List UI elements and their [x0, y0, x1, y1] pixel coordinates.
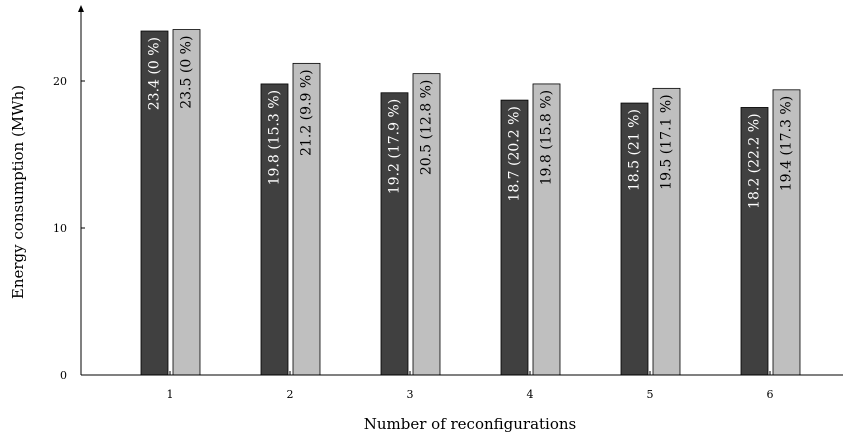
- bar-value-label-series2-cat3: 20.5 (12.8 %): [419, 80, 435, 175]
- bar-series1-cat2: [260, 83, 289, 376]
- x-tick-label: 2: [287, 388, 294, 401]
- bar-value-label-series2-cat1: 23.5 (0 %): [179, 36, 195, 109]
- x-axis-label: Number of reconfigurations: [364, 415, 577, 433]
- bar-value-label-series1-cat5: 18.5 (21 %): [627, 109, 643, 191]
- bar-value-label-series2-cat6: 19.4 (17.3 %): [779, 96, 795, 191]
- bar-series2-cat4: [532, 83, 561, 376]
- bar-value-label-series1-cat1: 23.4 (0 %): [147, 37, 163, 110]
- bars-group: [140, 29, 801, 376]
- bar-value-label-series1-cat3: 19.2 (17.9 %): [387, 99, 403, 194]
- bar-value-label-series1-cat4: 18.7 (20.2 %): [507, 106, 523, 201]
- bar-value-label-series1-cat2: 19.8 (15.3 %): [267, 90, 283, 185]
- bar-series1-cat6: [740, 107, 769, 376]
- bar-series2-cat3: [412, 73, 441, 376]
- x-tick-label: 6: [767, 388, 774, 401]
- bar-series2-cat1: [172, 29, 201, 376]
- y-axis-arrow: [78, 5, 84, 12]
- y-tick-label: 20: [53, 75, 67, 88]
- x-tick-label: 4: [527, 388, 534, 401]
- bar-series2-cat5: [652, 87, 681, 376]
- bar-series2-cat6: [772, 89, 801, 376]
- bar-value-label-series2-cat5: 19.5 (17.1 %): [659, 94, 675, 189]
- bar-labels-group: 23.4 (0 %) 23.5 (0 %) 19.8 (15.3 %) 21.2 (9…: [147, 36, 795, 209]
- x-tick-label: 5: [647, 388, 654, 401]
- axes-group: [78, 5, 843, 376]
- x-tick-label: 1: [167, 388, 174, 401]
- y-tick-label: 10: [53, 222, 67, 235]
- bar-value-label-series1-cat6: 18.2 (22.2 %): [747, 113, 763, 208]
- bar-series2-cat2: [292, 62, 321, 376]
- bar-value-label-series2-cat4: 19.8 (15.8 %): [539, 90, 555, 185]
- y-ticks-group: 0 10 20: [53, 75, 85, 382]
- y-tick-label: 0: [60, 369, 67, 382]
- x-ticks-group: 1 2 3 4 5 6: [167, 371, 774, 401]
- x-tick-label: 3: [407, 388, 414, 401]
- bar-series1-cat1: [140, 30, 169, 376]
- bar-value-label-series2-cat2: 21.2 (9.9 %): [299, 69, 315, 156]
- y-axis-label: Energy consumption (MWh): [9, 85, 27, 299]
